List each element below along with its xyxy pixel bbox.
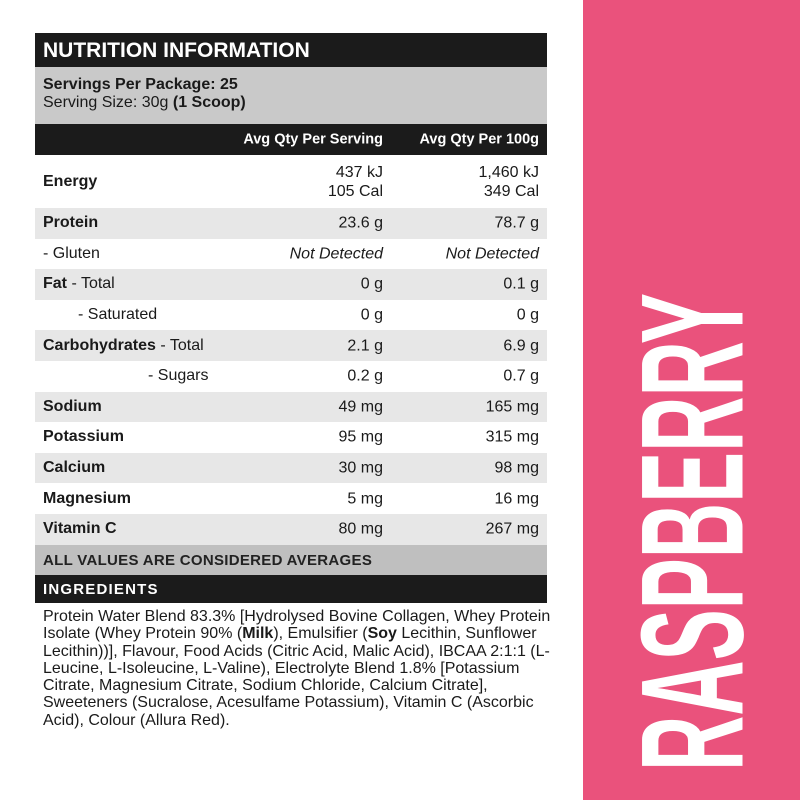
value: 0 g: [360, 306, 383, 324]
label-text: Energy: [43, 172, 98, 190]
value: 5 mg: [347, 490, 383, 508]
row-label: Sodium: [43, 398, 102, 416]
row-label: Protein: [43, 214, 98, 232]
serving-size: Serving Size: 30g: [43, 94, 169, 111]
value-line: 437 kJ: [335, 163, 383, 181]
row: Carbohydrates - Total 2.1 g 6.9 g: [35, 330, 547, 361]
row-label: Vitamin C: [43, 520, 117, 538]
value: 0 g: [360, 275, 383, 293]
label-text: Fat: [43, 275, 67, 293]
flavour-svg: RASPBERRY: [611, 293, 774, 771]
nutrition-panel: NUTRITION INFORMATION Servings Per Packa…: [35, 33, 547, 603]
label-text: Potassium: [43, 428, 124, 446]
row: Protein 23.6 g 78.7 g: [35, 208, 547, 239]
value: 315 mg: [485, 428, 539, 446]
value: Not Detected: [445, 245, 539, 263]
row: Vitamin C 80 mg 267 mg: [35, 513, 547, 545]
label-text: Carbohydrates: [43, 336, 156, 354]
row-label: Magnesium: [43, 490, 131, 508]
value-line: 105 Cal: [327, 182, 383, 200]
row-label: Energy: [43, 173, 97, 191]
panel-title: NUTRITION INFORMATION: [35, 33, 547, 67]
value-line: 349 Cal: [483, 182, 539, 200]
row-label: Carbohydrates - Total: [43, 337, 204, 355]
value: 0.7 g: [503, 367, 539, 385]
value-line: 1,460 kJ: [478, 163, 539, 181]
row: Sodium 49 mg 165 mg: [35, 391, 547, 423]
ingredient-text: Protein Water Blend 83.3% [Hydrolysed Bo…: [43, 608, 551, 643]
ingredient-text: ), Emulsifier (: [273, 625, 368, 643]
row-label: - Sugars: [148, 367, 209, 385]
value: 437 kJ 105 Cal: [328, 163, 383, 201]
sublabel: - Total: [71, 275, 115, 293]
row: - Gluten Not Detected Not Detected: [35, 239, 547, 270]
servings: Servings Per Package: 25: [43, 76, 238, 93]
label-text: Sodium: [43, 397, 102, 415]
value: 0.2 g: [347, 367, 383, 385]
serving-size-line: Serving Size: 30g (1 Scoop): [43, 94, 539, 112]
row: - Saturated 0 g 0 g: [35, 300, 547, 331]
value: 2.1 g: [347, 337, 383, 355]
row-label: Potassium: [43, 428, 124, 446]
row: Energy 437 kJ 105 Cal 1,460 kJ 349 Cal: [35, 155, 547, 208]
value: 95 mg: [338, 428, 383, 446]
label-text: Vitamin C: [43, 520, 117, 538]
footnote: ALL VALUES ARE CONSIDERED AVERAGES: [35, 544, 547, 575]
value: 23.6 g: [338, 214, 383, 232]
row: Magnesium 5 mg 16 mg: [35, 483, 547, 514]
flavour-band: RASPBERRY: [583, 0, 800, 800]
sublabel: - Total: [160, 336, 204, 354]
column-label: Avg Qty Per 100g: [419, 131, 539, 147]
servings-box: Servings Per Package: 25 Serving Size: 3…: [35, 67, 547, 124]
value: 0 g: [516, 306, 539, 324]
value: 78.7 g: [494, 214, 539, 232]
row-label: Fat - Total: [43, 275, 115, 293]
value: 267 mg: [485, 520, 539, 538]
value: 165 mg: [485, 398, 539, 416]
row-label: Calcium: [43, 459, 105, 477]
serving-size-bold: (1 Scoop): [172, 94, 246, 111]
ingredients-text: Protein Water Blend 83.3% [Hydrolysed Bo…: [43, 608, 555, 729]
value: 30 mg: [338, 459, 383, 477]
value: 80 mg: [338, 520, 383, 538]
value: 49 mg: [338, 398, 383, 416]
value: 0.1 g: [503, 275, 539, 293]
label-text: Calcium: [43, 459, 106, 477]
row-label: - Saturated: [78, 306, 158, 324]
allergen: Milk: [242, 625, 274, 643]
column-label: Avg Qty Per Serving: [243, 131, 383, 147]
ingredient-text: Lecithin, Sunflower Lecithin))], Flavour…: [43, 625, 550, 729]
label-text: Magnesium: [43, 489, 132, 507]
flavour-name: RASPBERRY: [611, 293, 774, 771]
row: - Sugars 0.2 g 0.7 g: [35, 361, 547, 392]
value: 16 mg: [494, 490, 539, 508]
value: Not Detected: [289, 245, 383, 263]
value: 1,460 kJ 349 Cal: [479, 163, 539, 201]
row: Calcium 30 mg 98 mg: [35, 452, 547, 484]
row: Potassium 95 mg 315 mg: [35, 422, 547, 453]
value: 98 mg: [494, 459, 539, 477]
ingredients-title: INGREDIENTS: [35, 574, 547, 603]
label-text: Protein: [43, 214, 99, 232]
row: Fat - Total 0 g 0.1 g: [35, 269, 547, 300]
column-header: Avg Qty Per Serving Avg Qty Per 100g: [35, 124, 547, 155]
row-label: - Gluten: [43, 244, 100, 262]
allergen: Soy: [367, 625, 397, 643]
value: 6.9 g: [503, 337, 539, 355]
